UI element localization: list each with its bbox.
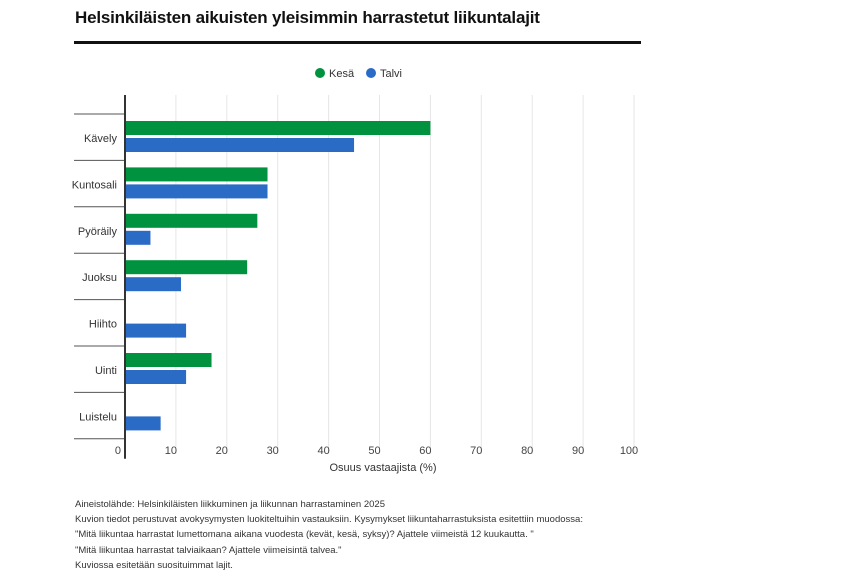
x-axis-label: Osuus vastaajista (%) — [330, 462, 437, 474]
category-label: Kävely — [84, 133, 118, 145]
bar-kesä-juoksu — [125, 260, 248, 275]
legend-label: Talvi — [380, 68, 402, 80]
x-tick-label: 40 — [317, 445, 329, 457]
x-tick-label: 60 — [419, 445, 431, 457]
x-tick-label: 30 — [267, 445, 279, 457]
note-line: Kuvion tiedot perustuvat avokysymysten l… — [75, 514, 583, 526]
x-tick-label: 100 — [620, 445, 638, 457]
legend-label: Kesä — [329, 68, 355, 80]
note-line: Kuviossa esitetään suosituimmat lajit. — [75, 559, 233, 571]
bar-chart: 0 10 20 30 40 50 60 70 80 90 100 Kävely Kuntosali Pyö… — [72, 68, 638, 474]
x-tick-label: 10 — [165, 445, 177, 457]
x-tick-label: 20 — [216, 445, 228, 457]
legend-marker-talvi — [366, 68, 376, 78]
chart-notes: Aineistolähde: Helsinkiläisten liikkumin… — [75, 497, 583, 573]
x-tick-label: 0 — [115, 445, 121, 457]
note-line: "Mitä liikuntaa harrastat talviaikaan? A… — [75, 544, 342, 556]
bar-talvi-pyöräily — [125, 230, 151, 245]
x-tick-label: 70 — [470, 445, 482, 457]
x-tick-label: 80 — [521, 445, 533, 457]
bar-kesä-kävely — [125, 121, 431, 135]
bar-talvi-uinti — [125, 370, 187, 384]
bar-kesä-pyöräily — [125, 213, 258, 228]
bar-talvi-hiihto — [125, 323, 187, 338]
title-rule — [74, 41, 641, 44]
chart-title: Helsinkiläisten aikuisten yleisimmin har… — [75, 8, 540, 27]
category-label: Pyöräily — [78, 226, 118, 238]
x-tick-label: 90 — [572, 445, 584, 457]
bar-talvi-luistelu — [125, 416, 161, 431]
legend-marker-kesä — [315, 68, 325, 78]
note-line: Aineistolähde: Helsinkiläisten liikkumin… — [75, 499, 385, 510]
bar-talvi-kuntosali — [125, 184, 268, 199]
bar-talvi-kävely — [125, 138, 355, 152]
x-tick-label: 50 — [368, 445, 380, 457]
category-label: Juoksu — [82, 272, 117, 284]
bar-kesä-uinti — [125, 353, 212, 367]
bar-kesä-kuntosali — [125, 167, 268, 182]
category-label: Uinti — [95, 365, 117, 377]
note-line: "Mitä liikuntaa harrastat lumettomana ai… — [75, 529, 534, 541]
category-label: Hiihto — [89, 319, 117, 331]
category-label: Luistelu — [79, 411, 117, 423]
bar-talvi-juoksu — [125, 277, 181, 292]
category-label: Kuntosali — [72, 179, 117, 191]
